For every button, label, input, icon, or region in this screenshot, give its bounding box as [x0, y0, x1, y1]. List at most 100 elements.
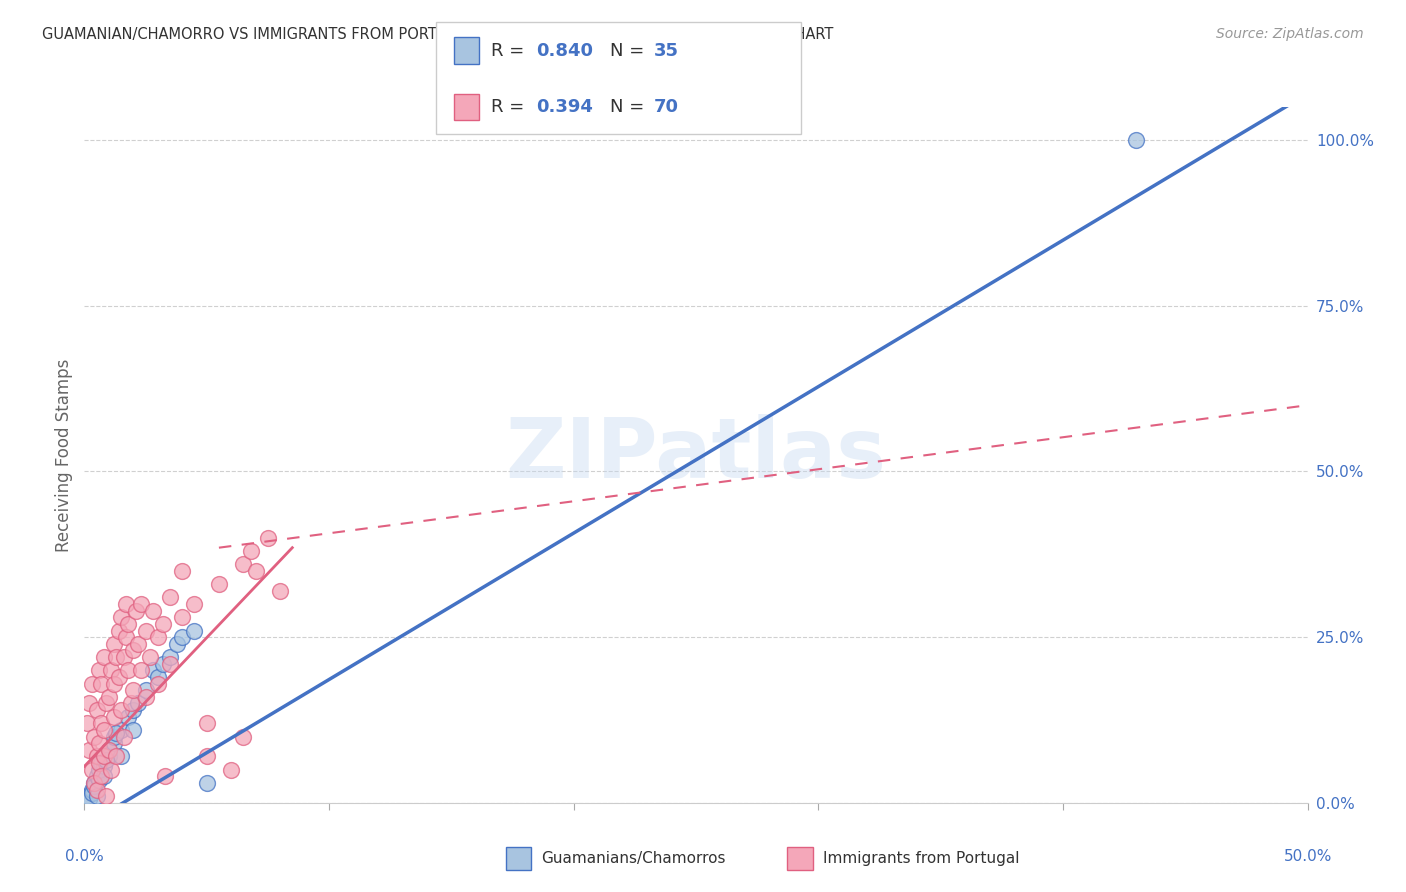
- Point: [110, 723, 132, 737]
- Point: [122, 723, 145, 737]
- Point: [93, 749, 115, 764]
- Point: [125, 604, 148, 618]
- Point: [146, 630, 169, 644]
- Point: [183, 624, 205, 638]
- Text: 35: 35: [654, 42, 679, 60]
- Point: [86, 789, 108, 804]
- Point: [245, 564, 267, 578]
- Text: Immigrants from Portugal: Immigrants from Portugal: [823, 851, 1019, 866]
- Text: N =: N =: [610, 42, 650, 60]
- Point: [112, 650, 135, 665]
- Point: [90, 769, 112, 783]
- Text: Source: ZipAtlas.com: Source: ZipAtlas.com: [1216, 27, 1364, 41]
- Point: [77, 743, 100, 757]
- Text: R =: R =: [491, 98, 530, 116]
- Point: [93, 723, 115, 737]
- Point: [83, 779, 105, 793]
- Point: [172, 630, 194, 644]
- Point: [135, 683, 157, 698]
- Point: [96, 697, 118, 711]
- Point: [90, 756, 112, 770]
- Point: [195, 749, 218, 764]
- Point: [172, 610, 194, 624]
- Point: [117, 663, 139, 677]
- Point: [257, 531, 280, 545]
- Point: [135, 690, 157, 704]
- Point: [110, 703, 132, 717]
- Point: [142, 663, 165, 677]
- Point: [183, 597, 205, 611]
- Point: [103, 676, 125, 690]
- Point: [76, 716, 98, 731]
- Point: [76, 789, 98, 804]
- Point: [107, 624, 129, 638]
- Point: [219, 763, 242, 777]
- Point: [115, 630, 138, 644]
- Point: [127, 697, 149, 711]
- Point: [90, 716, 112, 731]
- Text: 0.0%: 0.0%: [65, 849, 104, 864]
- Point: [87, 763, 110, 777]
- Point: [77, 792, 100, 806]
- Point: [122, 683, 145, 698]
- Y-axis label: Receiving Food Stamps: Receiving Food Stamps: [55, 359, 73, 551]
- Point: [86, 769, 108, 783]
- Point: [142, 604, 165, 618]
- Point: [117, 709, 139, 723]
- Point: [86, 703, 108, 717]
- Point: [87, 663, 110, 677]
- Point: [122, 643, 145, 657]
- Point: [80, 676, 103, 690]
- Text: 0.840: 0.840: [536, 42, 593, 60]
- Point: [110, 749, 132, 764]
- Point: [103, 637, 125, 651]
- Point: [100, 663, 122, 677]
- Point: [97, 749, 120, 764]
- Point: [195, 716, 218, 731]
- Point: [77, 697, 100, 711]
- Point: [86, 749, 108, 764]
- Point: [135, 624, 157, 638]
- Point: [105, 749, 128, 764]
- Text: 70: 70: [654, 98, 679, 116]
- Point: [96, 753, 118, 767]
- Text: Guamanians/Chamorros: Guamanians/Chamorros: [541, 851, 725, 866]
- Point: [96, 789, 118, 804]
- Point: [232, 558, 254, 572]
- Point: [232, 730, 254, 744]
- Text: N =: N =: [610, 98, 650, 116]
- Text: ZIPatlas: ZIPatlas: [506, 415, 886, 495]
- Point: [110, 610, 132, 624]
- Point: [103, 736, 125, 750]
- Point: [80, 782, 103, 797]
- Point: [115, 597, 138, 611]
- Point: [103, 709, 125, 723]
- Text: 50.0%: 50.0%: [1284, 849, 1331, 864]
- Point: [146, 676, 169, 690]
- Point: [90, 676, 112, 690]
- Point: [97, 743, 120, 757]
- Point: [239, 544, 262, 558]
- Point: [87, 736, 110, 750]
- Point: [103, 730, 125, 744]
- Point: [97, 690, 120, 704]
- Point: [159, 591, 181, 605]
- Point: [87, 772, 110, 787]
- Point: [83, 776, 105, 790]
- Text: GUAMANIAN/CHAMORRO VS IMMIGRANTS FROM PORTUGAL RECEIVING FOOD STAMPS CORRELATION: GUAMANIAN/CHAMORRO VS IMMIGRANTS FROM PO…: [42, 27, 834, 42]
- Point: [100, 763, 122, 777]
- Point: [146, 670, 169, 684]
- Point: [166, 637, 188, 651]
- Point: [97, 743, 120, 757]
- Point: [87, 756, 110, 770]
- Point: [105, 726, 128, 740]
- Point: [112, 730, 135, 744]
- Text: R =: R =: [491, 42, 530, 60]
- Point: [83, 730, 105, 744]
- Point: [159, 657, 181, 671]
- Point: [83, 776, 105, 790]
- Point: [1125, 133, 1147, 147]
- Point: [93, 769, 115, 783]
- Point: [120, 697, 142, 711]
- Point: [122, 703, 145, 717]
